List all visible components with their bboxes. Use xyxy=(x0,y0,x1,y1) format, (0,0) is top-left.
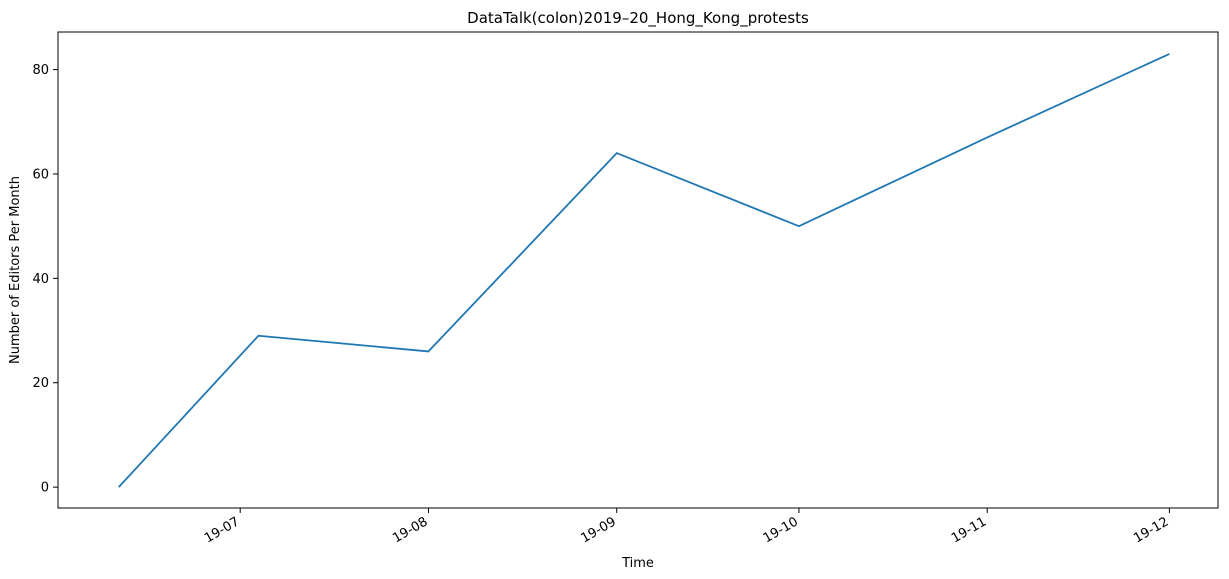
plot-area xyxy=(118,53,1170,488)
y-tick-label: 80 xyxy=(32,63,49,78)
x-axis-title: Time xyxy=(621,556,654,571)
x-tick-label: 19-10 xyxy=(761,514,801,546)
y-axis: 0 20 40 60 80 xyxy=(32,63,58,496)
series-line-0 xyxy=(118,53,1170,488)
x-tick-label: 19-09 xyxy=(579,514,619,546)
x-tick-label: 19-08 xyxy=(390,514,430,546)
x-tick-label: 19-12 xyxy=(1131,514,1171,546)
y-axis-title: Number of Editors Per Month xyxy=(8,176,23,364)
y-tick-label: 0 xyxy=(41,481,49,496)
x-tick-label: 19-11 xyxy=(949,514,989,546)
chart-title: DataTalk(colon)2019–20_Hong_Kong_protest… xyxy=(467,9,809,28)
x-axis: 19-07 19-08 19-09 19-10 19-11 19-12 xyxy=(202,508,1171,546)
axes-frame xyxy=(57,31,1219,509)
y-tick-label: 40 xyxy=(32,272,49,287)
y-tick-label: 20 xyxy=(32,376,49,391)
x-tick-label: 19-07 xyxy=(202,514,242,546)
y-tick-label: 60 xyxy=(32,167,49,182)
